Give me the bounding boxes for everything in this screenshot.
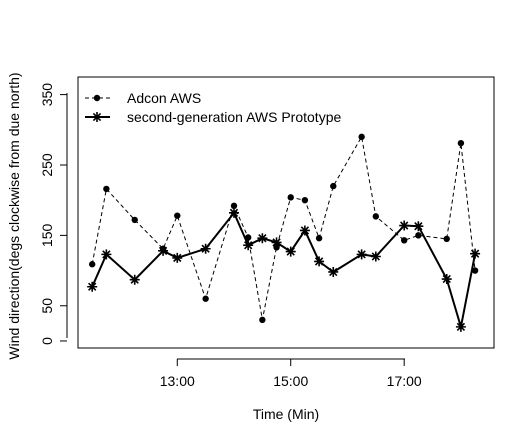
y-tick-label: 150: [39, 223, 55, 247]
x-axis-label: Time (Min): [253, 406, 319, 422]
data-point: [174, 212, 181, 219]
data-point: [301, 196, 309, 204]
data-point: [88, 261, 96, 268]
y-tick-label: 250: [39, 153, 55, 177]
data-point: [441, 274, 452, 285]
legend-label-adcon: Adcon AWS: [127, 90, 201, 106]
plot-frame: [77, 76, 495, 349]
legend-label-prototype: second-generation AWS Prototype: [127, 109, 341, 125]
data-point: [314, 256, 325, 267]
series-layer: [87, 133, 481, 332]
data-point: [415, 232, 422, 239]
series-adcon: [88, 133, 479, 324]
legend-marker-prototype: [92, 112, 102, 122]
data-point: [470, 248, 481, 259]
data-point: [330, 182, 337, 190]
data-point: [129, 274, 140, 285]
data-point: [287, 194, 294, 201]
data-point: [399, 220, 410, 231]
data-point: [230, 202, 238, 210]
data-point: [471, 267, 479, 274]
asterisk-marker-icon: [92, 112, 102, 122]
x-ticks: 13:00 15:00 17:00: [160, 359, 422, 389]
data-point: [358, 133, 365, 141]
data-point: [202, 295, 209, 302]
y-tick-label: 0: [39, 337, 55, 345]
data-point: [172, 252, 183, 263]
y-ticks: 0 50 150 250 350: [39, 83, 67, 345]
series-prototype: [87, 207, 481, 332]
data-point: [229, 207, 239, 218]
data-point: [271, 237, 282, 248]
legend: Adcon AWS second-generation AWS Prototyp…: [85, 90, 341, 125]
data-point: [131, 216, 138, 224]
y-tick-label: 50: [39, 298, 55, 314]
data-point: [328, 266, 339, 277]
data-point: [103, 185, 110, 193]
legend-marker-adcon: [93, 94, 101, 102]
data-point: [101, 249, 112, 260]
data-point: [299, 225, 310, 236]
data-point: [257, 233, 268, 244]
data-point: [200, 243, 211, 254]
data-point: [413, 221, 424, 232]
data-point: [158, 245, 169, 256]
data-point: [315, 234, 323, 242]
y-axis-label: Wind direction(degs clockwise from due n…: [6, 72, 22, 359]
data-point: [87, 281, 98, 292]
data-point: [400, 237, 408, 244]
x-tick-label: 17:00: [387, 373, 422, 389]
data-point: [285, 246, 296, 257]
data-point: [455, 321, 466, 332]
data-point: [259, 316, 266, 324]
y-tick-label: 350: [39, 83, 55, 107]
data-point: [370, 251, 381, 262]
x-tick-label: 13:00: [160, 373, 195, 389]
data-point: [372, 213, 380, 220]
data-point: [243, 240, 254, 251]
x-tick-label: 15:00: [273, 373, 308, 389]
data-point: [356, 249, 367, 260]
data-point: [457, 139, 465, 147]
data-point: [443, 235, 450, 243]
